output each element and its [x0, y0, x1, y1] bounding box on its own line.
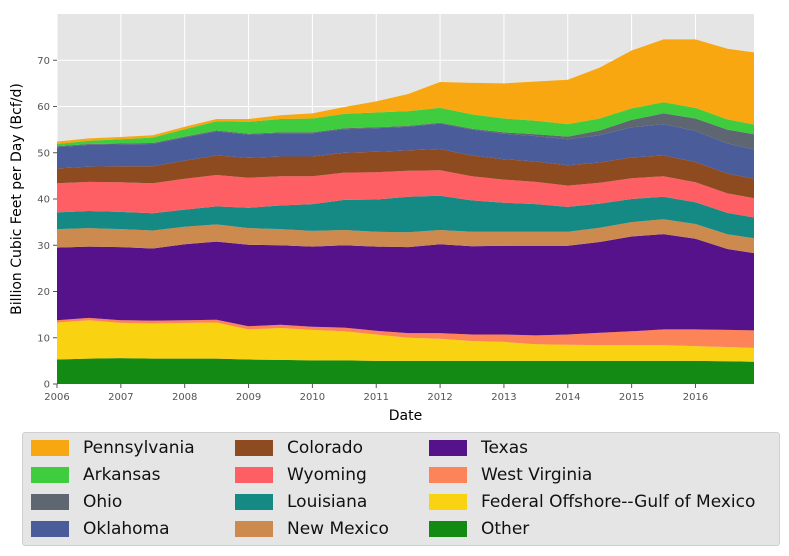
legend-label: New Mexico: [287, 519, 389, 539]
axis-ticks: 0 10 20 30 40 50 60 70 2006 2007 2008 2009 2010 2011 2…: [37, 56, 708, 403]
y-tick-label: 50: [37, 148, 50, 159]
legend-swatch: [31, 467, 69, 483]
area-series-colorado: [57, 149, 754, 199]
y-tick-label: 40: [37, 195, 50, 206]
area-series-wyoming: [57, 170, 754, 218]
legend-swatch: [235, 494, 273, 510]
legend-label: Pennsylvania: [83, 438, 195, 458]
legend-label: Ohio: [83, 492, 123, 512]
legend-item-arkansas: Arkansas: [31, 464, 161, 486]
x-tick-label: 2011: [364, 392, 389, 403]
legend-item-other: Other: [429, 518, 529, 540]
x-tick-label: 2009: [236, 392, 261, 403]
y-axis-label: Billion Cubic Feet per Day (Bcf/d): [9, 83, 25, 315]
legend-item-west-virginia: West Virginia: [429, 464, 592, 486]
legend-label: Wyoming: [287, 465, 367, 485]
x-tick-label: 2008: [172, 392, 197, 403]
legend-item-federal-offshore-gulf-of-mexico: Federal Offshore--Gulf of Mexico: [429, 491, 755, 513]
area-series-pennsylvania: [57, 39, 754, 144]
y-tick-label: 20: [37, 287, 50, 298]
area-series-west-virginia: [57, 317, 754, 348]
y-tick-label: 60: [37, 102, 50, 113]
stacked-area-chart: 0 10 20 30 40 50 60 70 2006 2007 2008 2009 2010 2011 2…: [9, 14, 754, 424]
legend-label: Arkansas: [83, 465, 161, 485]
y-tick-label: 0: [44, 380, 50, 391]
area-series-other: [57, 358, 754, 384]
x-tick-label: 2015: [619, 392, 644, 403]
legend-swatch: [235, 467, 273, 483]
legend-item-texas: Texas: [429, 437, 528, 459]
legend-label: Federal Offshore--Gulf of Mexico: [481, 492, 756, 512]
legend-swatch: [235, 521, 273, 537]
area-series-new-mexico: [57, 219, 754, 254]
legend-label: West Virginia: [481, 465, 593, 485]
legend-item-colorado: Colorado: [235, 437, 363, 459]
x-tick-label: 2006: [44, 392, 69, 403]
area-series-arkansas: [57, 102, 754, 147]
x-tick-label: 2013: [491, 392, 516, 403]
legend-swatch: [429, 521, 467, 537]
legend-swatch: [429, 494, 467, 510]
legend-label: Other: [481, 519, 530, 539]
legend-item-pennsylvania: Pennsylvania: [31, 437, 195, 459]
y-tick-label: 10: [37, 333, 50, 344]
legend-item-ohio: Ohio: [31, 491, 122, 513]
x-tick-label: 2010: [300, 392, 325, 403]
legend-label: Texas: [481, 438, 528, 458]
legend-swatch: [429, 440, 467, 456]
legend-item-oklahoma: Oklahoma: [31, 518, 170, 540]
legend-label: Colorado: [287, 438, 363, 458]
area-series-louisiana: [57, 195, 754, 239]
x-tick-label: 2012: [427, 392, 452, 403]
legend-label: Oklahoma: [83, 519, 170, 539]
legend-swatch: [31, 440, 69, 456]
y-tick-label: 30: [37, 241, 50, 252]
area-series-ohio: [57, 113, 754, 150]
legend-swatch: [31, 494, 69, 510]
legend-label: Louisiana: [287, 492, 368, 512]
x-tick-label: 2014: [555, 392, 580, 403]
x-tick-label: 2016: [683, 392, 708, 403]
legend-item-new-mexico: New Mexico: [235, 518, 389, 540]
area-series-texas: [57, 234, 754, 336]
legend-item-louisiana: Louisiana: [235, 491, 367, 513]
y-tick-label: 70: [37, 56, 50, 67]
area-series-group: [57, 39, 754, 384]
area-series-federal-offshore-gulf-of-mexico: [57, 320, 754, 362]
x-axis-label: Date: [389, 408, 422, 424]
legend-item-wyoming: Wyoming: [235, 464, 367, 486]
legend-swatch: [235, 440, 273, 456]
area-series-oklahoma: [57, 123, 754, 179]
x-tick-label: 2007: [108, 392, 133, 403]
legend-swatch: [31, 521, 69, 537]
legend-swatch: [429, 467, 467, 483]
chart-legend: Pennsylvania Arkansas Ohio Oklahoma Colorado…: [22, 432, 780, 546]
